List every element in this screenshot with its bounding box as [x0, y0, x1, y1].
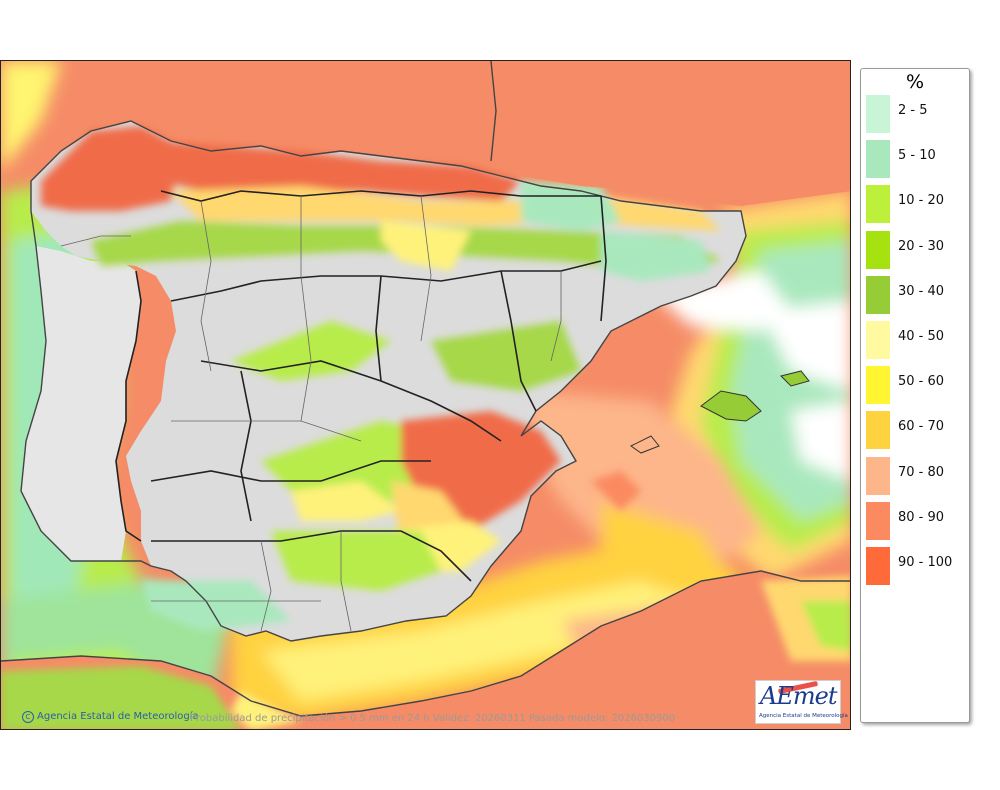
- legend-swatch: [866, 321, 890, 359]
- legend-label: 20 - 30: [898, 238, 945, 254]
- legend-swatch: [866, 185, 890, 224]
- coastlines: [1, 61, 850, 717]
- legend-swatch: [866, 366, 890, 405]
- legend-item: 60 - 70: [864, 409, 968, 451]
- legend-label: 90 - 100: [898, 555, 953, 570]
- legend-unit: %: [905, 71, 925, 93]
- legend-label: 10 - 20: [898, 193, 945, 209]
- legend-label: 40 - 50: [898, 329, 945, 344]
- legend-item: 40 - 50: [864, 319, 968, 361]
- legend-item: 80 - 90: [864, 500, 968, 542]
- legend-swatch: [866, 456, 890, 495]
- precip-field-land: [41, 126, 721, 631]
- legend-item: 30 - 40: [864, 274, 968, 316]
- france: [491, 61, 850, 206]
- precip-field-africa: [1, 576, 850, 729]
- legend-item: 5 - 10: [864, 138, 968, 180]
- legend-item: 70 - 80: [864, 455, 968, 497]
- legend-item: 90 - 100: [864, 545, 968, 587]
- legend-label: 60 - 70: [898, 419, 945, 435]
- legend-label: 5 - 10: [898, 148, 936, 164]
- legend-swatch: [866, 230, 890, 269]
- legend-swatch: [866, 547, 890, 585]
- legend-item: 50 - 60: [864, 364, 968, 406]
- map-canvas: [1, 61, 850, 729]
- ibiza: [630, 435, 660, 454]
- region-borders: [115, 190, 607, 582]
- aemet-logo: AEmet Agencia Estatal de Meteorología: [755, 680, 848, 724]
- portugal: [21, 246, 141, 561]
- credit-text: Agencia Estatal de Meteorología: [37, 711, 199, 722]
- legend-label: 50 - 60: [898, 374, 945, 390]
- credit-line: C Agencia Estatal de Meteorología: [22, 711, 199, 723]
- legend-item: 10 - 20: [864, 183, 968, 225]
- legend-panel: % 2 - 5 5 - 10 10 - 20 20 - 30 30 - 40 40 - 5…: [860, 68, 970, 723]
- province-borders: [60, 195, 562, 632]
- mallorca: [700, 390, 762, 422]
- copyright-icon: C: [22, 711, 34, 723]
- menorca: [780, 370, 810, 387]
- precipitation-probability-map[interactable]: [0, 60, 851, 730]
- legend-label: 70 - 80: [898, 464, 945, 480]
- legend-swatch: [866, 140, 890, 179]
- legend-swatch: [866, 95, 890, 133]
- legend-label: 30 - 40: [898, 283, 945, 299]
- legend-item: 2 - 5: [864, 93, 968, 135]
- map-caption: Probabilidad de precipitación > 0.5 mm e…: [190, 713, 676, 724]
- legend-swatch: [866, 411, 890, 450]
- legend-label: 2 - 5: [898, 103, 928, 118]
- logo-mark: AEmet: [760, 682, 837, 710]
- logo-subtitle: Agencia Estatal de Meteorología: [759, 713, 848, 719]
- legend-swatch: [866, 501, 890, 540]
- legend-swatch: [866, 275, 890, 314]
- legend-item: 20 - 30: [864, 229, 968, 271]
- legend-label: 80 - 90: [898, 509, 945, 525]
